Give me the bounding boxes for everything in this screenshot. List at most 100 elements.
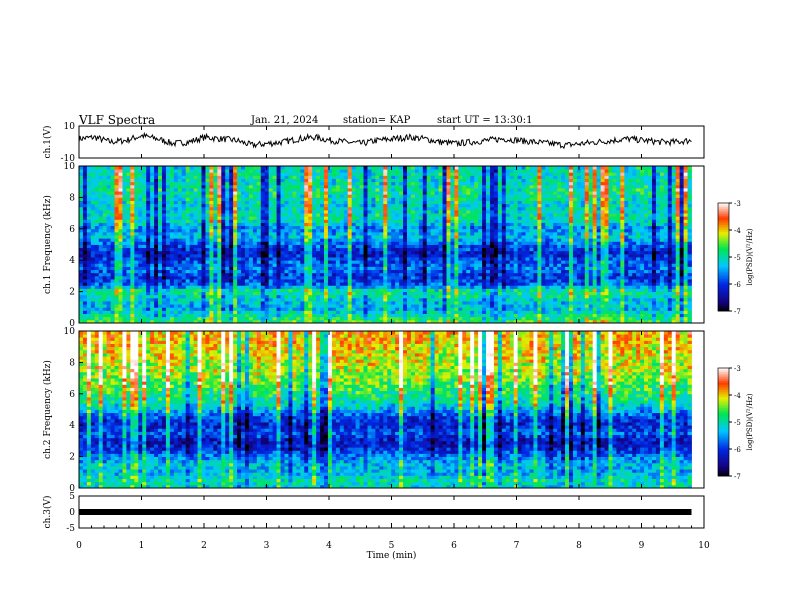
ch1-spectrogram-cell xyxy=(288,244,293,249)
ch1-spectrogram-cell xyxy=(454,319,459,324)
ch1-spectrogram-cell xyxy=(640,263,645,267)
ch1-spectrogram-cell xyxy=(229,301,234,305)
ch1-spectrogram-cell xyxy=(529,297,534,302)
ch1-spectrogram-cell xyxy=(347,225,353,230)
ch1-spectrogram-cell xyxy=(260,310,266,314)
ch1-spectrogram-cell xyxy=(367,282,372,286)
ch1-spectrogram-cell xyxy=(600,285,605,289)
ch1-spectrogram-cell xyxy=(545,228,550,233)
ch1-spectrogram-cell xyxy=(229,253,234,258)
ch1-spectrogram-cell xyxy=(205,291,210,296)
ch1-spectrogram-cell xyxy=(79,297,84,302)
ch1-spectrogram-cell xyxy=(169,319,175,324)
ch1-spectrogram-cell xyxy=(86,247,92,252)
ch1-spectrogram-cell xyxy=(545,275,550,280)
ch1-spectrogram-cell xyxy=(399,288,404,292)
ch1-spectrogram-cell xyxy=(395,275,400,280)
ch1-spectrogram-cell xyxy=(284,294,289,299)
ch1-spectrogram-cell xyxy=(359,260,364,264)
ch1-spectrogram-cell xyxy=(264,301,270,305)
ch1-spectrogram-cell xyxy=(655,260,661,264)
ch1-spectrogram-cell xyxy=(260,279,266,283)
ch1-spectrogram-cell xyxy=(209,313,214,318)
ch1-spectrogram-cell xyxy=(339,231,345,236)
ch1-spectrogram-cell xyxy=(667,297,673,302)
ch1-spectrogram-cell xyxy=(450,307,455,311)
ch1-spectrogram-cell xyxy=(655,310,661,314)
ch1-spectrogram-cell xyxy=(576,231,582,236)
ch1-spectrogram-cell xyxy=(620,222,625,227)
ch1-spectrogram-cell xyxy=(324,304,329,308)
ch1-spectrogram-cell xyxy=(648,253,653,258)
ch1-spectrogram-cell xyxy=(604,247,609,252)
ch1-spectrogram-cell xyxy=(454,282,459,286)
ch1-spectrogram-cell xyxy=(497,307,503,311)
ch1-spectrogram-cell xyxy=(596,297,602,302)
ch1-spectrogram-cell xyxy=(122,225,127,230)
ch1-spectrogram-cell xyxy=(399,307,404,311)
ch1-spectrogram-cell xyxy=(106,285,112,289)
ch1-spectrogram-cell xyxy=(486,244,491,249)
ch1-spectrogram-cell xyxy=(497,313,503,318)
ch1-spectrogram-cell xyxy=(316,225,321,230)
ch1-spectrogram-cell xyxy=(154,250,159,255)
ch1-spectrogram-cell xyxy=(379,225,384,230)
ch1-spectrogram-cell xyxy=(331,301,337,305)
ch1-spectrogram-cell xyxy=(142,313,147,318)
ch1-spectrogram-cell xyxy=(640,310,645,314)
ch1-spectrogram-cell xyxy=(367,238,372,242)
ch1-spectrogram-cell xyxy=(406,244,412,249)
ch1-spectrogram-cell xyxy=(414,291,420,296)
ch1-spectrogram-cell xyxy=(545,244,550,249)
ch1-spectrogram-cell xyxy=(466,225,471,230)
ch1-spectrogram-cell xyxy=(134,225,139,230)
ch1-spectrogram-cell xyxy=(106,301,112,305)
ch1-spectrogram-cell xyxy=(165,275,171,280)
ch1-spectrogram-cell xyxy=(379,231,384,236)
ch1-spectrogram-cell xyxy=(434,266,439,271)
ch1-spectrogram-cell xyxy=(292,297,297,302)
ch1-spectrogram-cell xyxy=(161,253,167,258)
ch1-spectrogram-cell xyxy=(482,257,487,261)
ch1-spectrogram-cell xyxy=(335,241,341,245)
ch1-spectrogram-cell xyxy=(620,225,625,230)
ch1-spectrogram-cell xyxy=(110,291,115,296)
ch1-spectrogram-cell xyxy=(399,301,404,305)
ch1-spectrogram-cell xyxy=(474,282,479,286)
ch1-spectrogram-cell xyxy=(241,263,246,267)
ch1-spectrogram-cell xyxy=(486,319,491,324)
ch1-spectrogram-cell xyxy=(553,275,558,280)
ch1-spectrogram-cell xyxy=(458,288,463,292)
ch1-spectrogram-cell xyxy=(529,272,534,277)
ch1-spectrogram-cell xyxy=(359,241,364,245)
ch1-spectrogram-cell xyxy=(474,313,479,318)
ch1-spectrogram-cell xyxy=(486,301,491,305)
ch1-spectrogram-cell xyxy=(651,282,657,286)
ch1-spectrogram-cell xyxy=(367,253,372,258)
ch1-spectrogram-cell xyxy=(185,266,191,271)
ch1-spectrogram-cell xyxy=(474,272,479,277)
ch1-spectrogram-cell xyxy=(161,279,167,283)
ch1-spectrogram-cell xyxy=(233,260,238,264)
ch1-spectrogram-cell xyxy=(375,263,380,267)
ch1-spectrogram-cell xyxy=(264,241,270,245)
ch1-spectrogram-cell xyxy=(367,235,372,239)
ch1-spectrogram-cell xyxy=(110,304,115,308)
ch1-spectrogram-cell xyxy=(541,319,546,324)
ch1-spectrogram-cell xyxy=(675,291,681,296)
ch1-spectrogram-cell xyxy=(644,294,649,299)
ch1-spectrogram-cell xyxy=(343,231,349,236)
ch1-spectrogram-cell xyxy=(620,275,625,280)
ch1-spectrogram-cell xyxy=(237,304,242,308)
ch1-spectrogram-cell xyxy=(663,301,669,305)
ch1-spectrogram-cell xyxy=(399,244,404,249)
ch1-spectrogram-cell xyxy=(651,279,657,283)
ch1-spectrogram-cell xyxy=(241,260,246,264)
ch1-spectrogram-cell xyxy=(430,260,436,264)
ch1-spectrogram-cell xyxy=(422,288,428,292)
ch1-spectrogram-cell xyxy=(683,228,688,233)
ch1-spectrogram-cell xyxy=(608,225,613,230)
ch1-spectrogram-cell xyxy=(268,269,274,274)
ch1-spectrogram-cell xyxy=(351,310,357,314)
ch1-spectrogram-cell xyxy=(683,263,688,267)
